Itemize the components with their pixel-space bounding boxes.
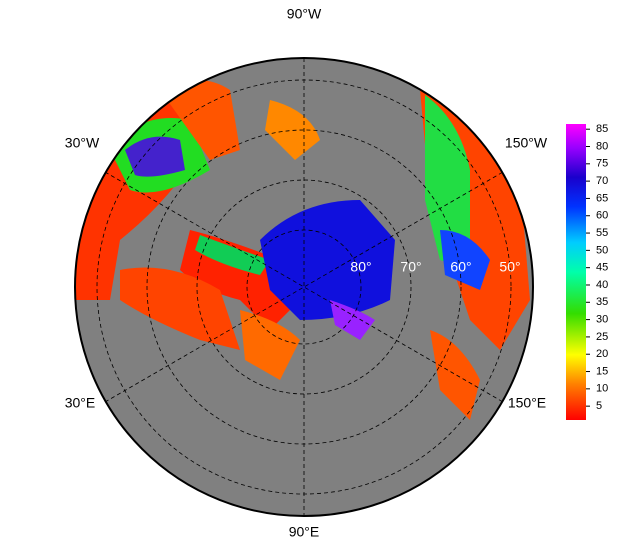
sea-patch <box>240 310 300 380</box>
sea-patch <box>265 100 320 160</box>
colorbar-tick-label: 40 <box>596 279 608 291</box>
colorbar-tick-label: 70 <box>596 175 608 187</box>
colorbar-tick-label: 25 <box>596 331 608 343</box>
longitude-label: 30°W <box>65 135 100 151</box>
colorbar: 5 10 15 20 25 30 35 40 45 50 55 60 65 70 75 80 85 <box>566 123 608 420</box>
colorbar-tick-label: 5 <box>596 400 602 412</box>
colorbar-tick-label: 75 <box>596 158 608 170</box>
sea-patch <box>125 136 185 177</box>
sea-patch <box>160 80 240 160</box>
sea-patch <box>440 230 490 290</box>
latitude-labels: 80° 70° 60° 50° <box>350 259 520 275</box>
sea-patch <box>330 300 375 340</box>
latitude-label: 70° <box>400 259 421 275</box>
longitude-label: 90°E <box>289 524 320 540</box>
colorbar-tick-label: 35 <box>596 296 608 308</box>
latitude-label: 60° <box>450 259 471 275</box>
sea-patch <box>425 95 470 270</box>
colorbar-tick-label: 10 <box>596 383 608 395</box>
colorbar-tick-label: 55 <box>596 227 608 239</box>
latitude-label: 50° <box>499 259 520 275</box>
colorbar-tick-label: 20 <box>596 348 608 360</box>
graticule <box>96 58 512 516</box>
colorbar-tick-label: 80 <box>596 140 608 152</box>
colorbar-tick-label: 65 <box>596 192 608 204</box>
colorbar-tick-label: 60 <box>596 210 608 222</box>
latitude-label: 80° <box>350 259 371 275</box>
longitude-label: 30°E <box>65 395 96 411</box>
colorbar-tick-label: 15 <box>596 365 608 377</box>
colorbar-scale <box>566 124 586 420</box>
longitude-label: 150°E <box>508 395 546 411</box>
longitude-label: 90°W <box>287 6 322 22</box>
sea-patch <box>430 330 480 420</box>
sea-patch <box>195 235 270 275</box>
colorbar-tick-label: 85 <box>596 123 608 135</box>
longitude-label: 150°W <box>505 135 548 151</box>
colorbar-tick-label: 30 <box>596 314 608 326</box>
colorbar-tick-label: 50 <box>596 244 608 256</box>
sea-patch <box>120 267 240 350</box>
map-border <box>74 57 534 517</box>
map-disk <box>75 58 533 516</box>
colorbar-tick-label: 45 <box>596 262 608 274</box>
